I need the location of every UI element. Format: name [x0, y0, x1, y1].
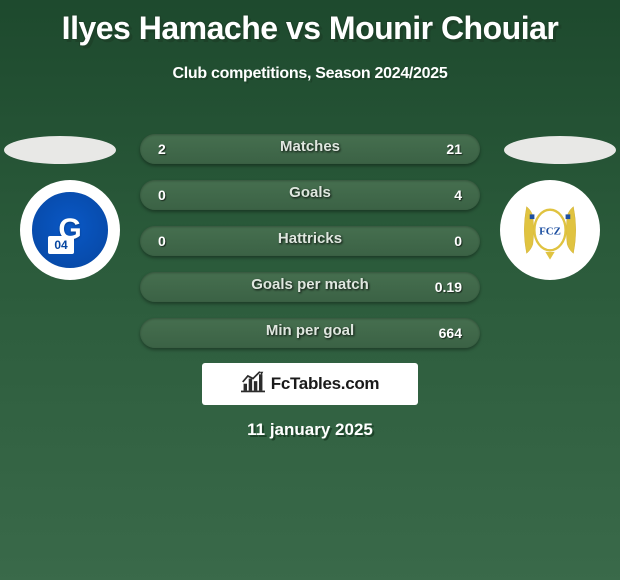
snapshot-date: 11 january 2025 [0, 420, 620, 440]
stat-value-left: 2 [158, 141, 166, 157]
fctables-watermark: FcTables.com [202, 363, 418, 405]
stat-row: 0 4 Goals [110, 164, 510, 210]
stat-value-right: 0.19 [435, 279, 462, 295]
stat-pill: 2 21 [140, 134, 480, 164]
fcz-icon: FCZ [511, 191, 589, 269]
schalke-crest: G 04 [27, 187, 113, 273]
stat-pill: 0 4 [140, 180, 480, 210]
stat-value-right: 0 [454, 233, 462, 249]
fcz-crest: FCZ [507, 187, 593, 273]
stat-pill: 664 [140, 318, 480, 348]
stat-row: 2 21 Matches [110, 118, 510, 164]
stat-row: 0 0 Hattricks [110, 210, 510, 256]
schalke-04-box: 04 [48, 236, 74, 254]
fctables-label: FcTables.com [271, 374, 380, 394]
stat-value-right: 21 [446, 141, 462, 157]
club-badge-left: G 04 [20, 180, 120, 280]
stats-table: 2 21 Matches 0 4 Goals 0 0 Hattricks 0.1… [110, 118, 510, 348]
bar-chart-icon [241, 371, 265, 398]
stat-value-left: 0 [158, 233, 166, 249]
flag-ellipse-right [504, 136, 616, 164]
stat-pill: 0 0 [140, 226, 480, 256]
stat-value-left: 0 [158, 187, 166, 203]
page-title: Ilyes Hamache vs Mounir Chouiar [0, 10, 620, 47]
svg-text:FCZ: FCZ [539, 226, 561, 238]
stat-row: 664 Min per goal [110, 302, 510, 348]
page-subtitle: Club competitions, Season 2024/2025 [0, 65, 620, 83]
stat-value-right: 664 [439, 325, 462, 341]
flag-ellipse-left [4, 136, 116, 164]
stat-pill: 0.19 [140, 272, 480, 302]
stat-value-right: 4 [454, 187, 462, 203]
club-badge-right: FCZ [500, 180, 600, 280]
stat-row: 0.19 Goals per match [110, 256, 510, 302]
